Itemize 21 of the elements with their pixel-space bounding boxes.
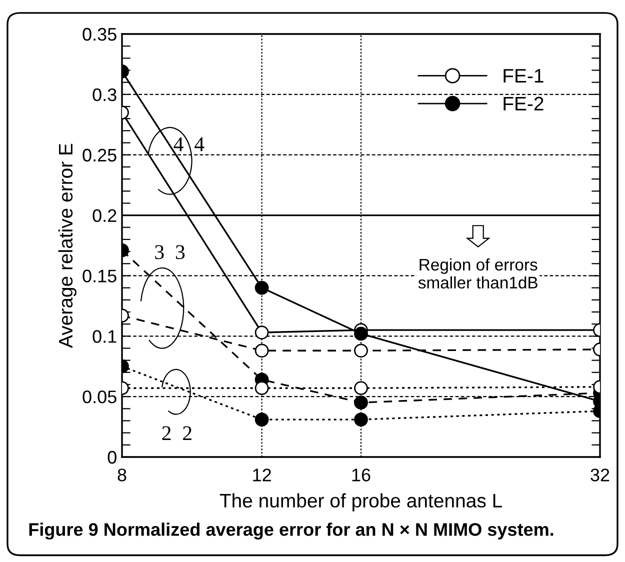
- legend-label: FE-2: [504, 96, 544, 110]
- y-tick-label: 0: [108, 450, 116, 464]
- annotation: Region of errors smaller than1dB: [418, 258, 538, 289]
- y-tick-label: 0.15: [82, 270, 116, 282]
- x-axis-title: The number of probe antennas L: [220, 493, 502, 512]
- y-axis-title: Average relative error E: [58, 144, 76, 348]
- y-tick-label: 0.05: [82, 390, 116, 404]
- text: Figure 9 Normalized average error for an N × N MIMO system.: [29, 522, 554, 540]
- annotation: 4 4: [174, 137, 204, 152]
- x-tick-label: 12: [253, 468, 271, 482]
- y-tick-label: 0.25: [82, 148, 116, 162]
- y-tick-label: 0.1: [92, 330, 116, 343]
- y-tick-label: 0.2: [92, 209, 116, 222]
- legend-label: FE-1: [504, 69, 544, 83]
- y-tick-label: 0.3: [92, 88, 116, 102]
- annotation: 3 3: [155, 245, 185, 260]
- x-tick-label: 16: [352, 468, 370, 482]
- x-tick-label: 32: [590, 468, 610, 482]
- y-tick-label: 0.35: [82, 28, 116, 41]
- annotation: 2 2: [162, 426, 192, 440]
- x-tick-label: 8: [118, 468, 126, 482]
